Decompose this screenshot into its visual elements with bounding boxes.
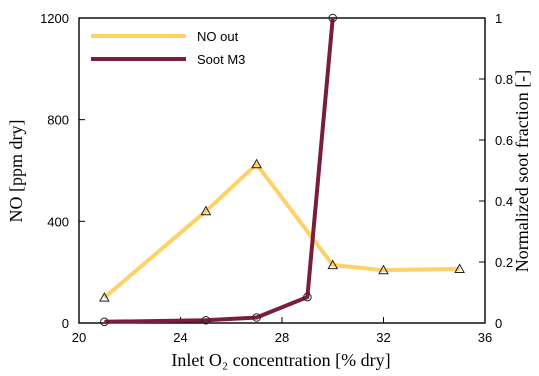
x-tick-label: 24 [173,330,187,345]
y2-axis-title: Normalized soot fraction [-] [512,70,532,272]
y-axis-title: NO [ppm dry] [6,120,26,223]
plot-border [78,17,486,324]
y-tick-label: 800 [47,113,69,128]
x-axis-title: Inlet O₂ concentration [% dry] [171,350,390,370]
series-line-soot-m3 [104,17,335,324]
x-tick-label: 32 [376,330,390,345]
x-tick-label: 28 [275,330,289,345]
data-point-soot-m3 [201,315,211,325]
y2-tick-label: 1 [495,11,502,26]
data-point-no-out [251,158,262,169]
y-tick-label: 1200 [40,11,69,26]
y-tick-label: 400 [47,214,69,229]
legend-label-soot-m3: Soot M3 [197,52,245,67]
data-point-soot-m3 [252,313,261,322]
y2-tick-label: 0 [495,316,502,331]
series-line-no-out [103,162,460,300]
data-point-soot-m3 [328,13,338,23]
series-layer [99,13,465,327]
x-tick-label: 20 [72,330,86,345]
plot-frame [78,17,486,324]
data-point-no-out [378,264,389,275]
x-tick-label: 36 [478,330,492,345]
data-point-no-out [200,205,212,216]
data-point-no-out [454,263,465,273]
data-point-soot-m3 [303,292,312,302]
data-point-no-out [327,259,339,270]
data-point-no-out [99,292,110,302]
y-tick-label: 0 [62,316,69,331]
y2-tick-label: 0.6 [495,133,513,148]
y2-tick-label: 0.2 [495,255,513,270]
data-point-soot-m3 [100,317,109,327]
y2-tick-label: 0.4 [495,194,513,209]
y2-tick-label: 0.8 [495,72,513,87]
legend: NO out Soot M3 [91,29,245,67]
legend-label-no-out: NO out [197,29,239,44]
